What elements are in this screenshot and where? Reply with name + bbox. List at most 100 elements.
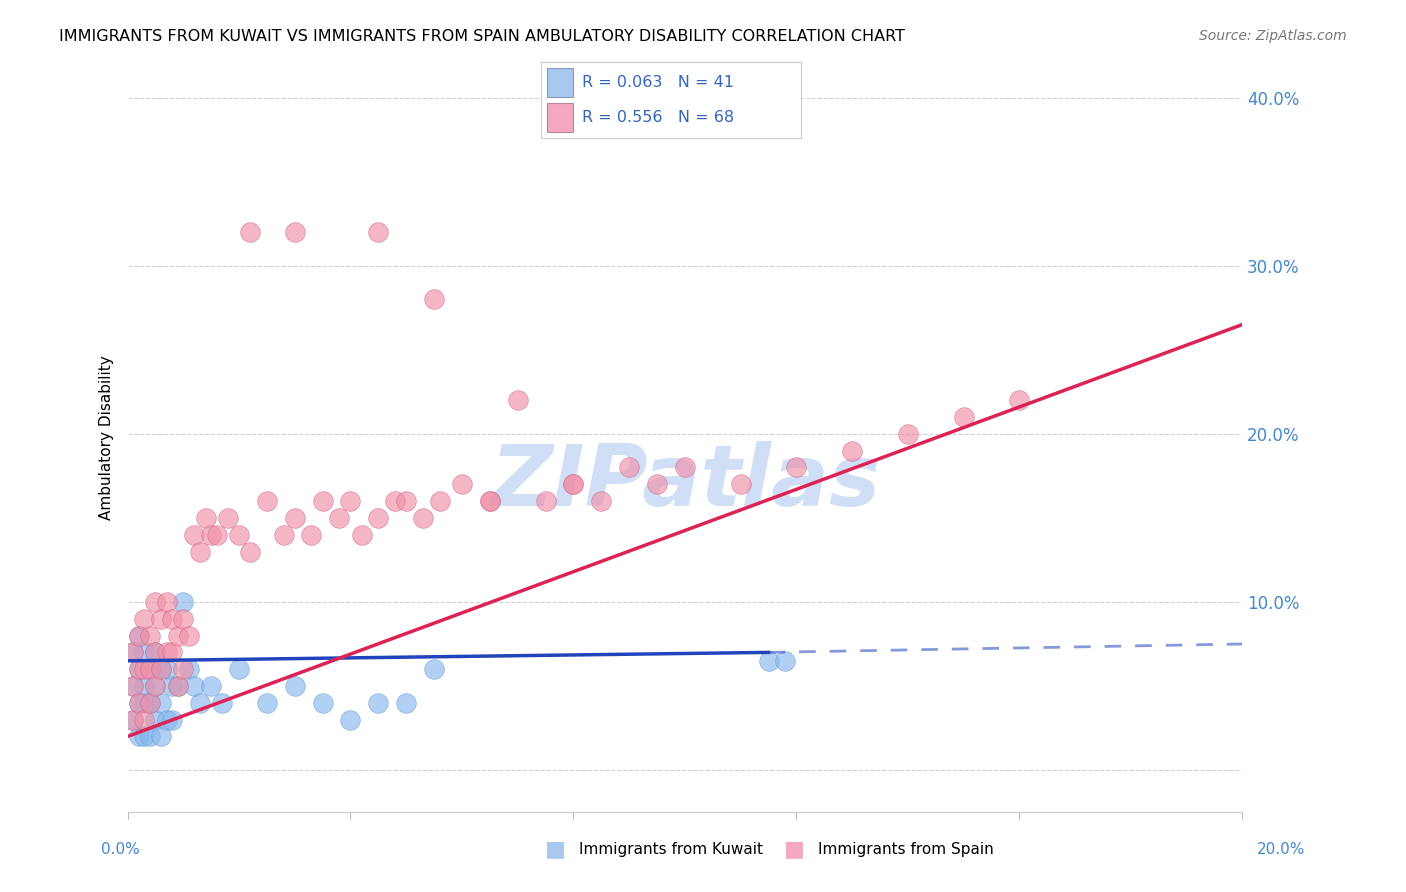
Point (128, 629, 150, 643)
Point (122, 713, 145, 727)
Point (177, 629, 200, 643)
Point (128, 730, 150, 744)
Point (188, 544, 211, 558)
Point (785, 460, 807, 475)
Point (150, 662, 173, 676)
Point (1008, 393, 1031, 408)
Point (412, 511, 434, 525)
Point (183, 527, 205, 541)
Point (134, 730, 156, 744)
Point (122, 645, 145, 659)
Point (155, 645, 177, 659)
Text: 20.0%: 20.0% (1257, 842, 1305, 856)
Text: Immigrants from Kuwait: Immigrants from Kuwait (579, 842, 763, 856)
Point (150, 612, 173, 626)
Point (160, 713, 183, 727)
Text: ■: ■ (546, 839, 565, 859)
Point (139, 696, 162, 710)
Bar (547, 103, 572, 132)
Point (128, 696, 150, 710)
Point (166, 679, 188, 693)
Point (166, 629, 188, 643)
Point (645, 477, 668, 491)
Point (155, 713, 177, 727)
Point (134, 679, 156, 693)
Point (429, 494, 451, 508)
Point (730, 477, 752, 491)
Point (673, 460, 696, 475)
Point (128, 696, 150, 710)
Point (194, 511, 217, 525)
Point (160, 645, 183, 659)
Point (217, 511, 239, 525)
Point (139, 696, 162, 710)
Point (478, 494, 501, 508)
Point (423, 293, 446, 307)
Point (134, 645, 156, 659)
Point (284, 511, 307, 525)
Point (211, 696, 233, 710)
Point (134, 696, 156, 710)
Point (134, 612, 156, 626)
Point (200, 527, 222, 541)
Text: Immigrants from Spain: Immigrants from Spain (818, 842, 994, 856)
Point (145, 645, 167, 659)
Point (122, 679, 145, 693)
Text: Source: ZipAtlas.com: Source: ZipAtlas.com (1199, 29, 1347, 43)
Point (228, 662, 250, 676)
Point (367, 225, 389, 239)
Point (339, 494, 361, 508)
Text: ■: ■ (785, 839, 804, 859)
Point (122, 713, 145, 727)
Point (311, 494, 333, 508)
Point (506, 393, 529, 408)
Point (128, 662, 150, 676)
Point (897, 426, 920, 441)
Point (166, 679, 188, 693)
Bar (547, 68, 572, 96)
Point (205, 527, 228, 541)
Point (122, 645, 145, 659)
Point (451, 477, 474, 491)
Point (172, 612, 194, 626)
Point (423, 662, 446, 676)
Point (284, 679, 307, 693)
Text: IMMIGRANTS FROM KUWAIT VS IMMIGRANTS FROM SPAIN AMBULATORY DISABILITY CORRELATIO: IMMIGRANTS FROM KUWAIT VS IMMIGRANTS FRO… (59, 29, 905, 44)
Text: 0.0%: 0.0% (101, 842, 141, 856)
Point (145, 595, 167, 609)
Point (239, 544, 262, 558)
Point (284, 225, 307, 239)
Point (311, 696, 333, 710)
Point (122, 679, 145, 693)
Point (134, 662, 156, 676)
Point (367, 511, 389, 525)
Text: R = 0.556   N = 68: R = 0.556 N = 68 (582, 111, 734, 125)
Point (139, 629, 162, 643)
Point (150, 662, 173, 676)
Point (256, 696, 278, 710)
Point (617, 460, 640, 475)
Point (339, 713, 361, 727)
Point (239, 225, 262, 239)
Point (134, 713, 156, 727)
Point (773, 654, 796, 668)
Point (139, 662, 162, 676)
Point (256, 494, 278, 508)
Point (367, 696, 389, 710)
Point (160, 612, 183, 626)
Point (155, 662, 177, 676)
Point (395, 696, 418, 710)
Point (150, 696, 173, 710)
Point (350, 527, 373, 541)
Point (145, 679, 167, 693)
Text: R = 0.063   N = 41: R = 0.063 N = 41 (582, 75, 734, 90)
Point (384, 494, 406, 508)
Point (841, 443, 863, 458)
Point (172, 662, 194, 676)
Point (395, 494, 418, 508)
Point (200, 679, 222, 693)
Point (155, 595, 177, 609)
Point (758, 654, 780, 668)
Point (591, 494, 613, 508)
Point (128, 629, 150, 643)
